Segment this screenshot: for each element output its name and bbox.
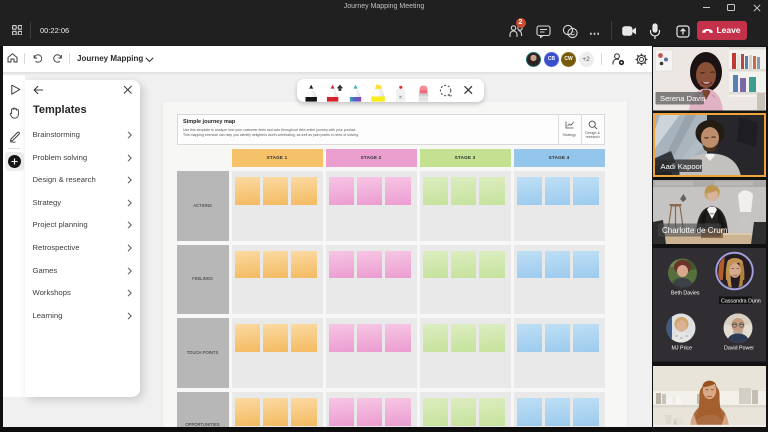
svg-text:Charlotte de Crum: Charlotte de Crum (662, 226, 728, 235)
svg-text:David Power: David Power (724, 346, 754, 352)
svg-text:Serena Davis: Serena Davis (660, 94, 706, 103)
svg-text:Cassandra Dunn: Cassandra Dunn (721, 298, 761, 304)
svg-text:MJ Price: MJ Price (671, 346, 692, 352)
svg-text:Beth Davies: Beth Davies (671, 291, 700, 297)
svg-text:Aadi Kapoor: Aadi Kapoor (660, 162, 702, 171)
